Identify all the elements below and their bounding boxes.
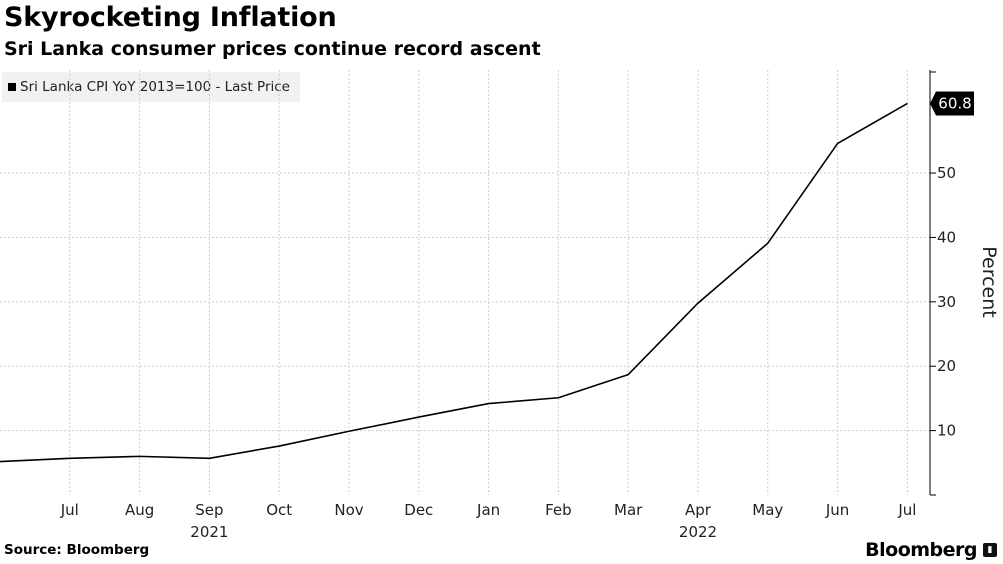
x-tick-label: Aug: [125, 501, 154, 519]
x-tick-label: Nov: [334, 501, 363, 519]
x-tick-label: Dec: [404, 501, 433, 519]
y-tick-label: 30: [937, 293, 956, 311]
x-year-label: 2021: [190, 523, 228, 541]
x-tick-label: Jan: [476, 501, 500, 519]
y-tick-label: 10: [937, 422, 956, 440]
x-tick-label: Oct: [266, 501, 292, 519]
brand-logo: Bloomberg: [865, 539, 977, 561]
x-tick-label: Mar: [614, 501, 643, 519]
legend-label: Sri Lanka CPI YoY 2013=100 - Last Price: [20, 79, 290, 95]
source-note: Source: Bloomberg: [4, 542, 150, 558]
last-value-label: 60.8: [938, 94, 971, 112]
chart-subtitle: Sri Lanka consumer prices continue recor…: [4, 38, 541, 60]
legend-swatch: [8, 83, 16, 91]
x-tick-label: Sep: [195, 501, 223, 519]
y-tick-label: 40: [937, 228, 956, 246]
x-tick-label: Feb: [545, 501, 572, 519]
legend: Sri Lanka CPI YoY 2013=100 - Last Price: [2, 72, 300, 102]
last-value-box: [930, 91, 974, 116]
terminal-icon: ▮: [983, 543, 997, 557]
x-tick-label: Jul: [897, 501, 916, 519]
x-tick-label: Jul: [60, 501, 79, 519]
x-tick-label: May: [752, 501, 783, 519]
chart-title: Skyrocketing Inflation: [4, 2, 337, 33]
x-tick-label: Jun: [825, 501, 849, 519]
series-line: [0, 102, 908, 463]
y-tick-label: 20: [937, 357, 956, 375]
x-year-label: 2022: [679, 523, 717, 541]
y-tick-label: 50: [937, 164, 956, 182]
y-axis-title: Percent: [978, 246, 1000, 318]
x-tick-label: Apr: [685, 501, 712, 519]
